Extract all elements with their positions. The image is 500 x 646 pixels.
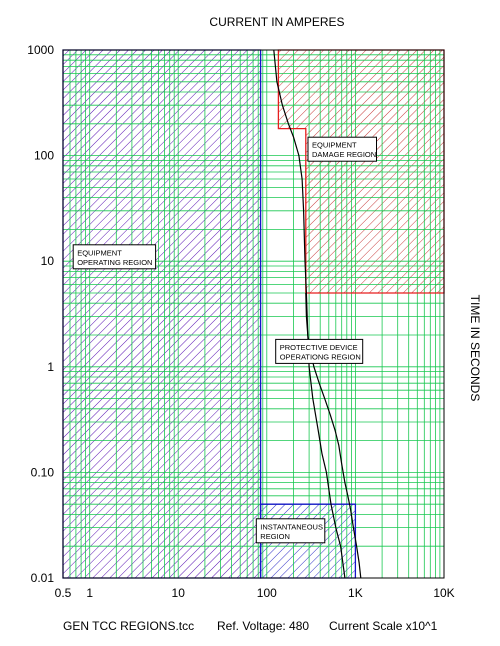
y-tick-labels: 1000 100 10 1 0.10 0.01 bbox=[27, 43, 54, 585]
chart-title: CURRENT IN AMPERES bbox=[209, 15, 344, 29]
y-tick-label: 1000 bbox=[27, 43, 54, 57]
equipment-operating-region-fill bbox=[63, 50, 261, 578]
equipment-operating-region-label-line: EQUIPMENT bbox=[77, 248, 122, 257]
protective-device-operating-region-label-line: PROTECTIVE DEVICE bbox=[280, 343, 358, 352]
equipment-operating-region-label-line: OPERATING REGION bbox=[77, 258, 152, 267]
y-tick-label: 0.10 bbox=[31, 465, 55, 479]
equipment-damage-region-label-box bbox=[307, 136, 377, 162]
region-fills bbox=[63, 50, 444, 578]
x-tick-label: 100 bbox=[257, 586, 277, 600]
equipment-damage-region-label-line: EQUIPMENT bbox=[312, 141, 357, 150]
equipment-damage-region-fill bbox=[278, 50, 444, 293]
x-tick-label: 10K bbox=[433, 586, 454, 600]
protective-device-left-curve bbox=[273, 49, 346, 579]
x-tick-label: 1 bbox=[86, 586, 93, 600]
y-tick-label: 0.01 bbox=[31, 571, 55, 585]
y-tick-label: 10 bbox=[41, 254, 55, 268]
y-axis-label: TIME IN SECONDS bbox=[468, 295, 482, 402]
plot-frame bbox=[62, 49, 445, 579]
y-tick-label: 1 bbox=[47, 360, 54, 374]
footer-voltage: Ref. Voltage: 480 bbox=[217, 619, 309, 633]
footer-scale: Current Scale x10^1 bbox=[329, 619, 438, 633]
equipment-damage-region-label-line: DAMAGE REGION bbox=[312, 150, 376, 159]
protective-device-operating-region-label-line: OPERATIONG REGION bbox=[280, 352, 361, 361]
x-tick-labels: 0.5 1 10 100 1K 10K bbox=[55, 586, 455, 600]
y-tick-label: 100 bbox=[34, 149, 54, 163]
footer-file: GEN TCC REGIONS.tcc bbox=[63, 619, 194, 633]
x-tick-label: 10 bbox=[172, 586, 186, 600]
equipment-operating-region-label-box bbox=[72, 244, 157, 270]
instantaneous-region-label-line: REGION bbox=[260, 532, 290, 541]
x-tick-label: 1K bbox=[348, 586, 363, 600]
x-tick-label: 0.5 bbox=[55, 586, 72, 600]
instantaneous-region-label-line: INSTANTANEOUS bbox=[260, 522, 323, 531]
protective-device-operating-region-label-box bbox=[275, 338, 364, 364]
instantaneous-region-label-box bbox=[255, 518, 326, 544]
grid bbox=[63, 50, 444, 578]
